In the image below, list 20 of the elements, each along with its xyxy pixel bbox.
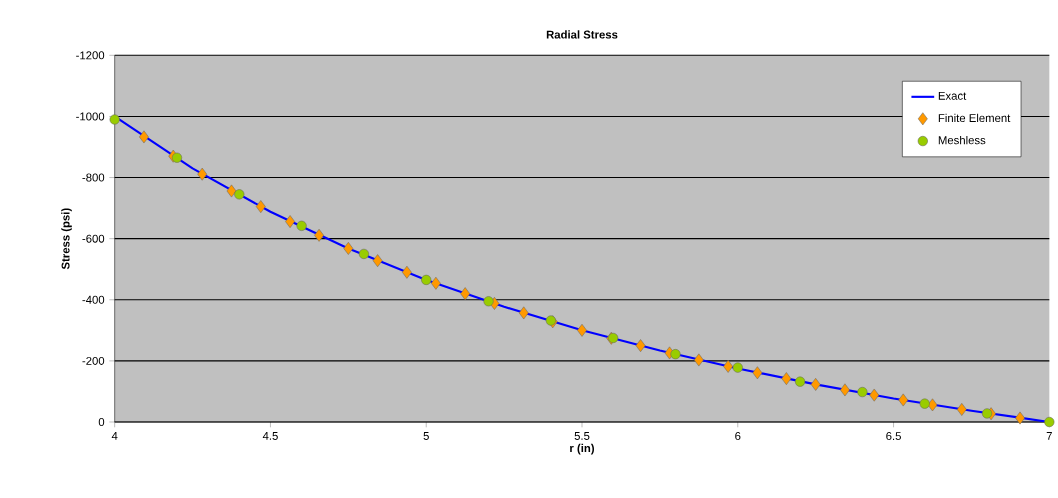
y-tick-label: -1000 [76, 112, 105, 121]
legend-label: Meshless [938, 135, 986, 145]
y-tick-label: -800 [82, 173, 105, 182]
x-tick-label: 6 [735, 432, 741, 441]
x-tick-label: 7 [1046, 432, 1052, 440]
legend-label: Exact [938, 91, 967, 100]
x-tick-label: 4.5 [262, 432, 278, 440]
x-tick-label: 5 [423, 432, 429, 440]
y-tick-label: -400 [82, 295, 105, 304]
y-tick-label: -200 [82, 356, 105, 365]
y-tick-label: 0 [98, 417, 105, 426]
x-axis-title: r (in) [570, 443, 595, 455]
x-tick-label: 6.5 [886, 432, 901, 441]
x-tick-label: 5.5 [574, 432, 590, 440]
y-tick-label: -600 [82, 234, 105, 243]
y-tick-label: -1200 [76, 51, 105, 60]
legend-label: Finite Element [938, 113, 1011, 123]
y-axis-title: Stress (psi) [61, 208, 72, 270]
x-tick-label: 4 [111, 432, 118, 440]
chart-title: Radial Stress [546, 30, 618, 39]
